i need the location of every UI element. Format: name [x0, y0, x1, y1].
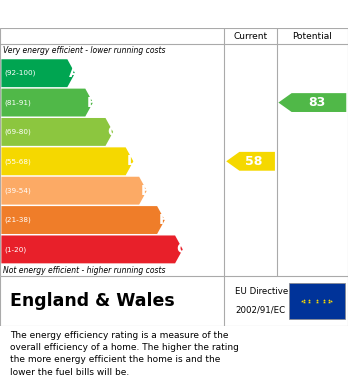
Text: (92-100): (92-100)	[4, 70, 35, 76]
Text: (81-91): (81-91)	[4, 99, 31, 106]
Text: Energy Efficiency Rating: Energy Efficiency Rating	[73, 7, 275, 22]
Polygon shape	[1, 89, 93, 117]
Text: (21-38): (21-38)	[4, 217, 31, 223]
Text: C: C	[107, 125, 117, 139]
Text: The energy efficiency rating is a measure of the
overall efficiency of a home. T: The energy efficiency rating is a measur…	[10, 331, 239, 377]
Text: 83: 83	[308, 96, 325, 109]
Text: Potential: Potential	[292, 32, 332, 41]
Text: Current: Current	[234, 32, 268, 41]
Text: B: B	[87, 95, 97, 109]
Text: England & Wales: England & Wales	[10, 292, 175, 310]
Polygon shape	[1, 177, 147, 204]
Text: 58: 58	[245, 155, 263, 168]
Text: E: E	[141, 184, 150, 198]
Polygon shape	[1, 147, 133, 175]
Polygon shape	[1, 206, 165, 234]
Text: EU Directive: EU Directive	[235, 287, 288, 296]
Polygon shape	[1, 59, 75, 87]
Text: (39-54): (39-54)	[4, 187, 31, 194]
Text: (1-20): (1-20)	[4, 246, 26, 253]
Text: F: F	[158, 213, 168, 227]
Polygon shape	[226, 152, 275, 171]
Polygon shape	[278, 93, 346, 112]
Text: 2002/91/EC: 2002/91/EC	[235, 305, 285, 314]
Polygon shape	[1, 235, 183, 264]
Text: G: G	[176, 242, 188, 256]
Polygon shape	[1, 118, 113, 146]
Text: (69-80): (69-80)	[4, 129, 31, 135]
Text: D: D	[127, 154, 139, 168]
Text: (55-68): (55-68)	[4, 158, 31, 165]
Text: Not energy efficient - higher running costs: Not energy efficient - higher running co…	[3, 265, 165, 274]
Text: Very energy efficient - lower running costs: Very energy efficient - lower running co…	[3, 46, 165, 55]
Text: A: A	[69, 66, 79, 80]
Bar	[289, 283, 345, 319]
